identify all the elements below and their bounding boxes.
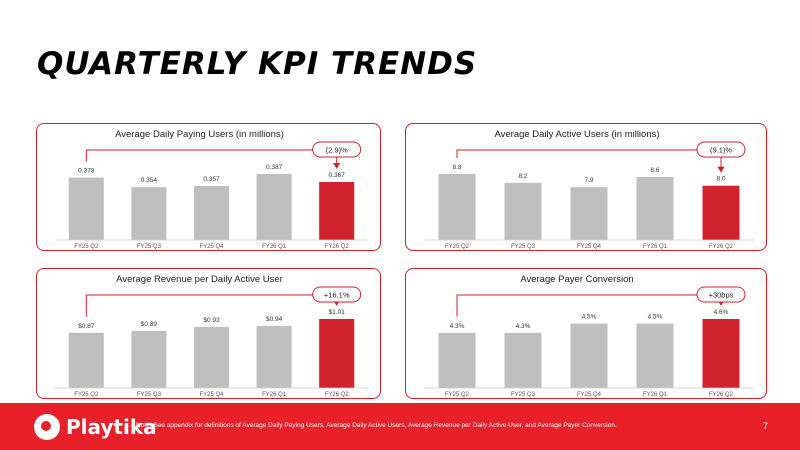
footnote: Note: See appendix for definitions of Av…: [136, 422, 617, 429]
x-tick-label: FY26 Q1: [643, 244, 668, 250]
down-arrow-icon: [717, 166, 725, 173]
chart-payer-conversion: Average Payer Conversion +30bps 4.3% FY25 Q…: [424, 274, 754, 398]
comparison-bracket-line: [456, 149, 697, 158]
x-tick-label: FY25 Q4: [577, 244, 602, 250]
x-tick-label: FY26 Q1: [643, 392, 668, 398]
bar: [131, 330, 167, 388]
x-tick-label: FY26 Q1: [262, 392, 287, 398]
x-tick-label: FY25 Q4: [199, 392, 224, 398]
x-tick-label: FY26 Q2: [709, 244, 734, 250]
chart-panel-daily-active-users: Average Daily Active Users (in millions)…: [405, 123, 767, 251]
data-label: $0.87: [78, 323, 95, 330]
x-tick-label: FY25 Q2: [74, 244, 99, 250]
bar: [504, 182, 542, 240]
data-label: 0.378: [78, 168, 95, 175]
chart-panel-revenue-per-dau: Average Revenue per Daily Active User +16…: [36, 268, 381, 399]
data-label: 4.5%: [582, 314, 597, 321]
x-tick-label: FY25 Q3: [511, 244, 536, 250]
x-tick-label: FY25 Q3: [511, 392, 536, 398]
bar-highlight: [319, 319, 355, 388]
page-title: QUARTERLY KPI TRENDS: [37, 46, 478, 82]
comparison-bracket-line: [456, 294, 697, 317]
data-label: 4.6%: [714, 309, 729, 316]
x-tick-label: FY25 Q4: [577, 392, 602, 398]
brand-name: Playtika: [66, 415, 157, 439]
bar: [256, 325, 292, 388]
bar: [68, 332, 104, 388]
change-label: +30bps: [709, 291, 734, 300]
data-label: $1.01: [329, 309, 346, 316]
chart-panel-payer-conversion: Average Payer Conversion +30bps 4.3% FY25 Q…: [405, 268, 767, 399]
bar-highlight: [702, 319, 740, 388]
change-label: (9.1)%: [710, 146, 732, 155]
bar: [131, 187, 167, 240]
x-tick-label: FY26 Q2: [325, 244, 350, 250]
footer-bar: Playtika Note: See appendix for definiti…: [0, 403, 800, 450]
data-label: 8.2: [518, 173, 527, 180]
data-label: 8.0: [716, 176, 725, 183]
data-label: 0.367: [329, 172, 346, 179]
chart-daily-paying-users: Average Daily Paying Users (in millions)…: [55, 129, 368, 250]
bar: [193, 186, 230, 240]
bar: [570, 323, 608, 388]
data-label: 4.3%: [450, 323, 465, 330]
data-label: 0.357: [203, 176, 220, 183]
bar: [438, 332, 476, 388]
data-label: 4.3%: [516, 323, 531, 330]
chart-title: Average Revenue per Daily Active User: [116, 274, 283, 285]
data-label: $0.93: [203, 317, 220, 324]
x-tick-label: FY25 Q2: [445, 244, 470, 250]
data-label: 8.6: [650, 167, 659, 174]
data-label: $0.94: [266, 316, 283, 323]
chart-title: Average Payer Conversion: [520, 274, 633, 285]
change-label: +16.1%: [324, 291, 350, 300]
x-tick-label: FY25 Q2: [74, 392, 99, 398]
bar: [193, 326, 230, 388]
data-label: 7.9: [584, 177, 593, 184]
bar-highlight: [702, 185, 740, 240]
data-label: 4.5%: [648, 314, 663, 321]
x-tick-label: FY26 Q2: [709, 392, 734, 398]
change-badge: [312, 286, 362, 303]
change-badge: [696, 286, 746, 303]
bar: [256, 174, 292, 240]
data-label: 0.387: [266, 164, 283, 171]
bar: [570, 187, 608, 240]
x-tick-label: FY26 Q1: [262, 244, 287, 250]
comparison-bracket-line: [85, 294, 313, 317]
x-tick-label: FY25 Q3: [137, 244, 162, 250]
chart-revenue-per-dau: Average Revenue per Daily Active User +16…: [55, 274, 368, 398]
x-tick-label: FY25 Q3: [137, 392, 162, 398]
data-label: 8.8: [452, 164, 461, 171]
x-tick-label: FY25 Q4: [199, 244, 224, 250]
data-label: $0.89: [141, 321, 158, 328]
chart-title: Average Daily Paying Users (in millions): [115, 129, 284, 140]
chart-daily-active-users: Average Daily Active Users (in millions)…: [424, 129, 754, 250]
comparison-bracket-line: [85, 149, 313, 162]
bar-highlight: [319, 182, 355, 240]
down-arrow-icon: [333, 163, 341, 169]
bar: [636, 323, 674, 388]
change-badge: [696, 141, 746, 158]
playtika-logo-icon: [34, 414, 60, 440]
data-label: 0.354: [141, 177, 158, 184]
chart-title: Average Daily Active Users (in millions): [494, 129, 659, 140]
bar: [504, 332, 542, 388]
x-tick-label: FY26 Q2: [325, 392, 350, 398]
change-badge: [312, 141, 362, 158]
page-number: 7: [762, 421, 768, 431]
x-tick-label: FY25 Q2: [445, 392, 470, 398]
chart-panel-daily-paying-users: Average Daily Paying Users (in millions)…: [36, 123, 381, 251]
bar: [636, 176, 674, 240]
bar: [68, 177, 104, 240]
bar: [438, 174, 476, 240]
change-label: (2.9)%: [326, 146, 348, 155]
